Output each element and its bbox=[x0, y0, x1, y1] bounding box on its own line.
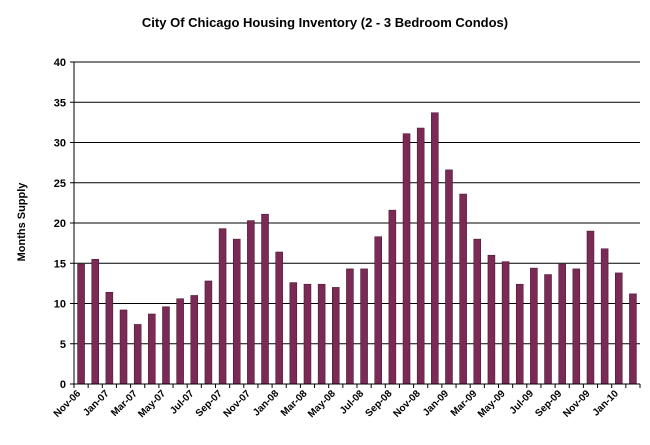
bar bbox=[77, 263, 85, 385]
bar bbox=[544, 274, 552, 385]
bar bbox=[218, 228, 227, 385]
bar bbox=[431, 112, 439, 385]
axes bbox=[70, 61, 641, 388]
y-tick-label: 35 bbox=[54, 97, 66, 109]
bar bbox=[445, 169, 453, 385]
bar bbox=[572, 268, 581, 385]
bar bbox=[261, 213, 269, 385]
bar bbox=[232, 238, 241, 385]
bar bbox=[133, 324, 142, 385]
bar bbox=[615, 272, 623, 385]
y-axis-label: Months Supply bbox=[16, 182, 28, 262]
bar bbox=[303, 283, 312, 385]
y-tick-label: 15 bbox=[54, 258, 66, 270]
y-tick-label: 5 bbox=[60, 339, 66, 351]
bar bbox=[247, 220, 255, 385]
bar bbox=[530, 267, 538, 385]
bar bbox=[586, 230, 595, 385]
bars bbox=[77, 112, 637, 385]
bar bbox=[162, 306, 170, 385]
bar bbox=[459, 193, 467, 385]
bar bbox=[416, 127, 425, 385]
bar bbox=[190, 295, 199, 385]
bar bbox=[600, 248, 609, 385]
bar bbox=[119, 309, 128, 385]
bar bbox=[629, 293, 637, 385]
y-tick-label: 30 bbox=[54, 138, 66, 150]
bar bbox=[402, 133, 411, 385]
bar bbox=[204, 280, 213, 385]
bar bbox=[332, 287, 340, 385]
bar bbox=[289, 282, 298, 385]
y-tick-label: 10 bbox=[54, 299, 66, 311]
bar bbox=[176, 298, 184, 385]
bar bbox=[473, 238, 482, 385]
bar bbox=[105, 291, 114, 385]
bar bbox=[501, 261, 510, 385]
y-tick-label: 20 bbox=[54, 218, 66, 230]
bar bbox=[360, 268, 368, 385]
y-tick-label: 40 bbox=[54, 57, 66, 69]
chart-title: City Of Chicago Housing Inventory (2 - 3… bbox=[142, 15, 508, 30]
y-tick-labels: 0 5 10 15 20 25 30 35 40 bbox=[54, 57, 66, 391]
bar bbox=[148, 313, 156, 385]
bar bbox=[91, 258, 99, 385]
bar bbox=[515, 283, 524, 385]
bar bbox=[487, 254, 496, 385]
bar bbox=[346, 268, 354, 385]
bar bbox=[558, 263, 566, 385]
bar bbox=[374, 236, 382, 385]
y-tick-label: 0 bbox=[60, 379, 66, 391]
y-tick-label: 25 bbox=[54, 178, 66, 190]
bar bbox=[317, 283, 326, 385]
bar bbox=[275, 251, 283, 385]
bar bbox=[388, 209, 397, 385]
